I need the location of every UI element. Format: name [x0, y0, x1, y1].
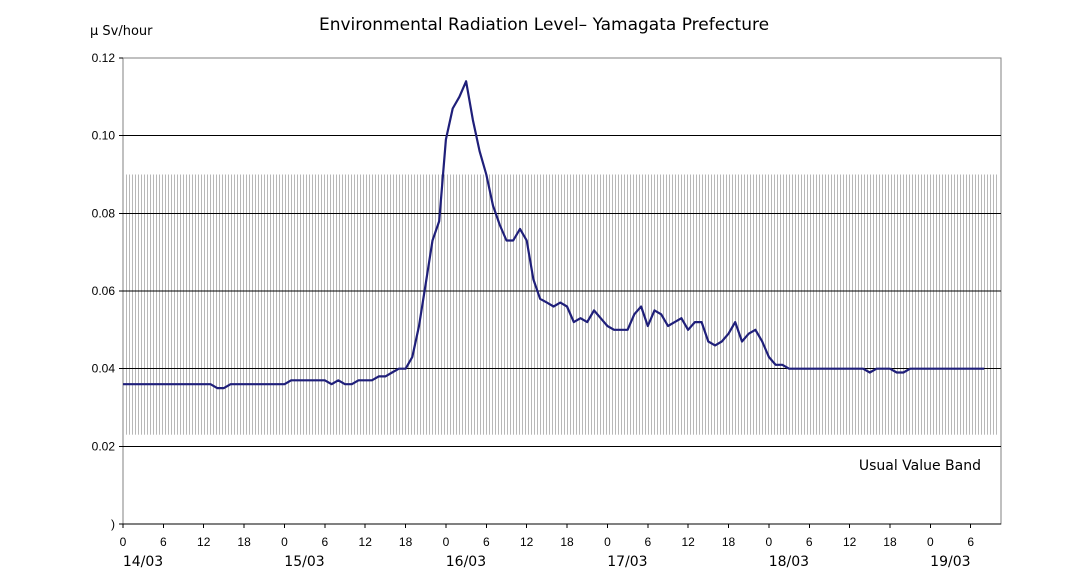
usual-value-band-label: Usual Value Band	[859, 458, 981, 474]
x-hour-label: 6	[321, 535, 328, 549]
x-date-label: 14/03	[123, 554, 163, 570]
y-tick-label: 0.02	[92, 439, 116, 453]
x-hour-label: 12	[520, 535, 534, 549]
x-date-label: 16/03	[446, 554, 486, 570]
x-hour-label: 6	[806, 535, 813, 549]
x-hour-label: 18	[237, 535, 251, 549]
x-hour-label: 0	[120, 535, 127, 549]
x-hour-label: 6	[644, 535, 651, 549]
x-hour-label: 0	[927, 535, 934, 549]
y-tick-label: 0.04	[92, 362, 116, 376]
x-hour-label: 18	[560, 535, 574, 549]
y-axis-unit-label: μ Sv/hour	[90, 24, 153, 39]
x-hour-label: 18	[883, 535, 897, 549]
y-tick-label: 0.12	[92, 51, 116, 65]
x-hour-label: 0	[443, 535, 450, 549]
series-layer	[123, 80, 985, 390]
x-date-label: 17/03	[607, 554, 647, 570]
x-date-label: 18/03	[769, 554, 809, 570]
x-hour-label: 0	[766, 535, 773, 549]
y-tick-label: 0.08	[92, 206, 116, 220]
x-date-label: 19/03	[930, 554, 970, 570]
x-hour-label: 6	[967, 535, 974, 549]
x-hour-label: 12	[843, 535, 857, 549]
y-tick-label: )	[111, 517, 115, 531]
y-tick-label: 0.06	[92, 284, 116, 298]
series-line	[123, 80, 985, 390]
y-axis: ) 0.02 0.04 0.06 0.08 0.10 0.12	[92, 51, 123, 531]
x-hour-label: 12	[197, 535, 211, 549]
x-hour-label: 6	[160, 535, 167, 549]
x-hour-label: 12	[359, 535, 373, 549]
x-hour-label: 0	[281, 535, 288, 549]
x-hour-label: 18	[399, 535, 413, 549]
y-tick-label: 0.10	[92, 129, 116, 143]
chart-title: Environmental Radiation Level– Yamagata …	[319, 15, 769, 35]
x-hour-label: 18	[722, 535, 736, 549]
x-date-label: 15/03	[284, 554, 324, 570]
x-hour-label: 6	[483, 535, 490, 549]
x-hour-label: 0	[604, 535, 611, 549]
x-axis: 0 6 12 18 0 6 12 18 0 6 12 18 0 6 12 18 0 6 12 18 0 6 14/03 15/…	[120, 523, 1001, 570]
x-hour-label: 12	[681, 535, 695, 549]
